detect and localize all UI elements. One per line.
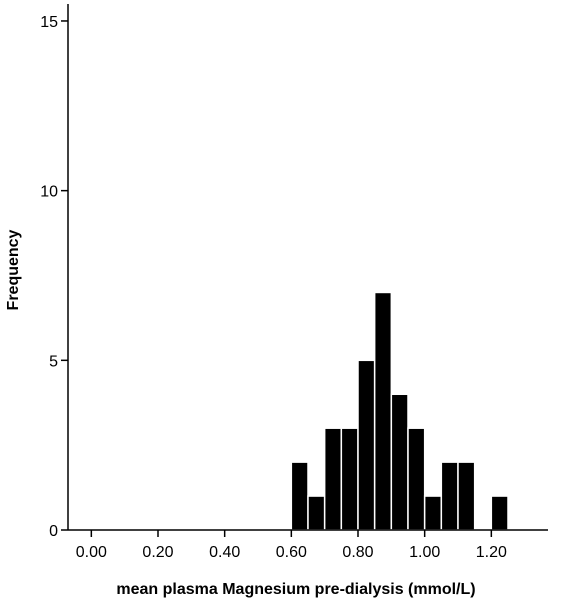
histogram-bar-0 (290, 461, 309, 531)
ticks-layer: 0 5 10 15 0.00 0.20 0.40 0.60 0.80 1.00 1.20 (40, 14, 507, 561)
histogram-bar-6 (390, 393, 409, 531)
y-tick-label: 5 (49, 353, 58, 370)
bars-layer (290, 291, 509, 531)
y-tick-label: 15 (40, 14, 58, 31)
x-tick-label: 1.00 (409, 544, 440, 561)
y-axis-title: Frequency (5, 229, 22, 310)
x-tick-label: 0.40 (209, 544, 240, 561)
histogram-bar-2 (323, 427, 343, 531)
x-tick-label: 0.00 (76, 544, 107, 561)
histogram-bar-10 (457, 461, 476, 531)
histogram-bar-7 (407, 427, 426, 531)
histogram-bar-5 (373, 291, 393, 531)
x-tick-label: 0.20 (142, 544, 173, 561)
histogram-bar-3 (340, 427, 359, 531)
histogram-bar-8 (423, 495, 443, 531)
histogram-bar-4 (357, 359, 376, 531)
y-tick-label: 10 (40, 184, 58, 201)
x-tick-label: 0.60 (276, 544, 307, 561)
axes-layer (67, 4, 548, 531)
histogram-bar-12 (490, 495, 509, 531)
histogram-bar-1 (307, 495, 326, 531)
x-axis-title: mean plasma Magnesium pre-dialysis (mmol… (116, 581, 475, 598)
y-tick-label: 0 (49, 523, 58, 540)
histogram-bar-9 (440, 461, 459, 531)
x-tick-label: 0.80 (342, 544, 373, 561)
x-tick-label: 1.20 (476, 544, 507, 561)
